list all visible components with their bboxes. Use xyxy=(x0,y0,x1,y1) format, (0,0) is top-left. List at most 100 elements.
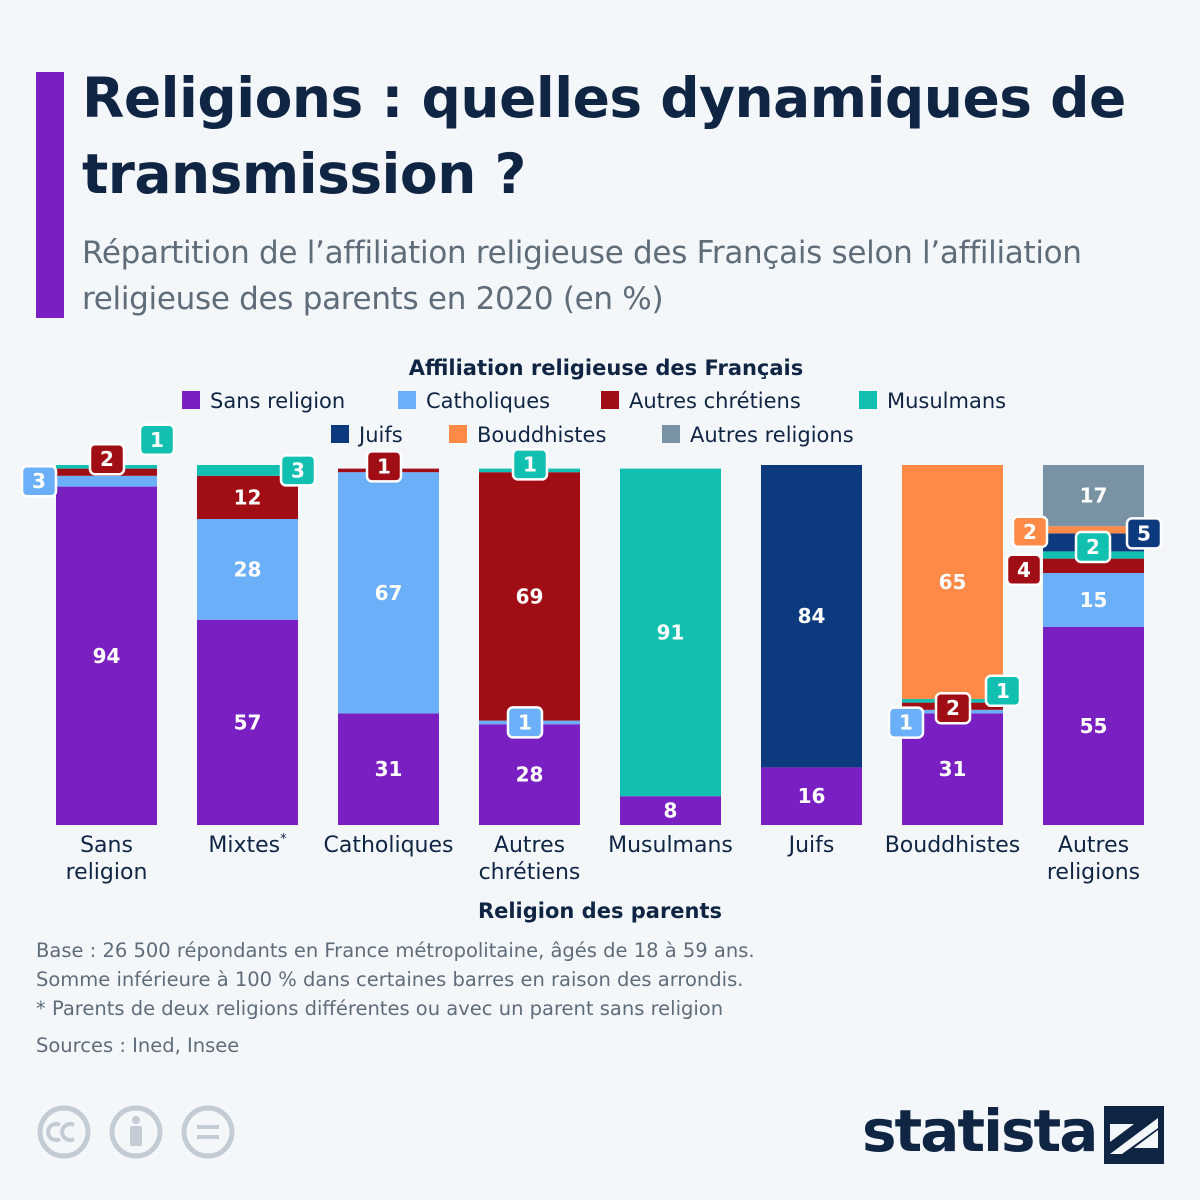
source-note: Sources : Ined, Insee xyxy=(36,1034,240,1057)
segment-autres-religions-catholiques xyxy=(1043,573,1144,627)
value-badge: 1 xyxy=(506,706,544,739)
value-badge-box xyxy=(984,674,1022,708)
legend-swatch xyxy=(182,391,200,409)
value-badge: 3 xyxy=(279,454,317,487)
value-badge-label: 4 xyxy=(1017,558,1031,582)
data-label: 94 xyxy=(93,644,121,668)
legend-swatch xyxy=(331,425,349,443)
value-badge-box xyxy=(1005,553,1043,587)
value-badge-label: 3 xyxy=(32,469,46,493)
data-label: 16 xyxy=(798,784,826,808)
legend-swatch xyxy=(449,425,467,443)
bar-autres-religions: 55 15 17 xyxy=(1043,465,1144,825)
attribution-icon xyxy=(109,1105,163,1159)
legend-label: Bouddhistes xyxy=(477,423,606,447)
value-badge-box xyxy=(1125,517,1163,550)
legend-label: Juifs xyxy=(357,423,403,447)
legend-swatch xyxy=(662,425,680,443)
value-badge-box xyxy=(887,706,925,739)
segment-sans-religion-catholiques xyxy=(56,475,157,487)
legend-label: Musulmans xyxy=(887,389,1006,413)
data-label: 28 xyxy=(516,763,544,787)
segment-autres-religions-sans-religion xyxy=(1043,627,1144,825)
category-label-bouddhistes: Bouddhistes xyxy=(885,833,1021,858)
segment-juifs-sans-religion xyxy=(761,767,862,825)
legend-label: Autres religions xyxy=(690,423,854,447)
value-badge-box xyxy=(20,464,58,498)
footnote-rounding: Somme inférieure à 100 % dans certaines … xyxy=(36,968,744,991)
segment-catholiques-catholiques xyxy=(338,472,439,714)
category-label-sans-religion: Sans religion xyxy=(66,833,148,885)
no-derivatives-icon xyxy=(181,1105,235,1159)
legend-swatch xyxy=(601,391,619,409)
value-badge-box xyxy=(1011,515,1049,549)
value-badge-box xyxy=(138,423,176,457)
value-badge-box xyxy=(934,691,972,725)
value-badge: 1 xyxy=(365,450,403,483)
segment-mixtes-catholiques xyxy=(197,519,298,620)
value-badge-box xyxy=(1074,530,1112,564)
category-label-autres-chretiens: Autres chrétiens xyxy=(479,833,581,885)
page-title: Religions : quelles dynamiques de transm… xyxy=(82,66,1126,206)
legend-swatch xyxy=(398,391,416,409)
value-badge-box xyxy=(511,448,549,481)
bar-mixtes: 57 28 12 xyxy=(197,465,298,825)
data-label: 84 xyxy=(798,604,826,628)
data-label: 55 xyxy=(1080,714,1108,738)
value-badge-box xyxy=(506,706,544,739)
segment-bouddhistes-bouddhistes xyxy=(902,465,1003,699)
value-badge-label: 1 xyxy=(377,454,391,478)
value-badge: 2 xyxy=(88,442,126,476)
segment-mixtes-musulmans xyxy=(197,465,298,476)
category-label-autres-religions: Autres religions xyxy=(1047,833,1140,885)
legend-label: Catholiques xyxy=(426,389,550,413)
data-label: 15 xyxy=(1080,588,1108,612)
value-badge: 2 xyxy=(1074,530,1112,564)
value-badge-box xyxy=(279,454,317,487)
segment-juifs-juifs xyxy=(761,465,862,768)
value-badge-label: 2 xyxy=(1086,535,1100,559)
data-label: 69 xyxy=(516,584,544,608)
value-badge: 2 xyxy=(1011,515,1049,549)
legend-item-musulmans: Musulmans xyxy=(859,389,1006,413)
segment-sans-religion-sans-religion xyxy=(56,486,157,825)
segment-catholiques-sans-religion xyxy=(338,713,439,825)
footnote-mixed: * Parents de deux religions différentes … xyxy=(36,997,724,1020)
segment-musulmans-musulmans xyxy=(620,468,721,797)
value-badge-label: 1 xyxy=(996,679,1010,703)
title-accent-bar xyxy=(36,72,64,318)
value-badge-label: 2 xyxy=(100,447,114,471)
legend-item-bouddhistes: Bouddhistes xyxy=(449,423,606,447)
statista-logo-icon[interactable] xyxy=(1104,1106,1164,1164)
value-badge-label: 3 xyxy=(291,458,305,482)
value-badge: 1 xyxy=(887,706,925,739)
legend-title: Affiliation religieuse des Français xyxy=(409,356,804,380)
value-badge-label: 2 xyxy=(1023,520,1037,544)
data-label: 91 xyxy=(657,620,685,644)
segment-autres-religions-bouddhistes xyxy=(1043,526,1144,534)
value-badge: 1 xyxy=(511,448,549,481)
legend-item-autres-chretiens: Autres chrétiens xyxy=(601,389,801,413)
value-badge-label: 1 xyxy=(523,452,537,476)
category-label-juifs: Juifs xyxy=(787,833,835,858)
data-label: 31 xyxy=(375,757,403,781)
page-subtitle: Répartition de l’affiliation religieuse … xyxy=(82,235,1082,317)
stacked-bar-chart: Affiliation religieuse des Français Sans… xyxy=(20,356,1163,923)
bar-sans-religion: 94 xyxy=(56,465,157,825)
x-axis-title: Religion des parents xyxy=(478,899,722,923)
value-badge: 3 xyxy=(20,464,58,498)
data-label: 57 xyxy=(234,710,262,734)
segment-autres-chretiens-autres-chretiens xyxy=(479,472,580,721)
statista-logo-text[interactable]: statista xyxy=(862,1097,1098,1165)
segment-autres-religions-autres-chretiens xyxy=(1043,558,1144,573)
legend-item-juifs: Juifs xyxy=(331,423,403,447)
legend-label: Sans religion xyxy=(210,389,345,413)
legend: Sans religion Catholiques Autres chrétiens… xyxy=(182,389,1006,447)
value-badge: 5 xyxy=(1125,517,1163,550)
value-badge-box xyxy=(365,450,403,483)
bar-bouddhistes: 31 65 xyxy=(902,465,1003,825)
value-badge-label: 1 xyxy=(899,711,913,735)
